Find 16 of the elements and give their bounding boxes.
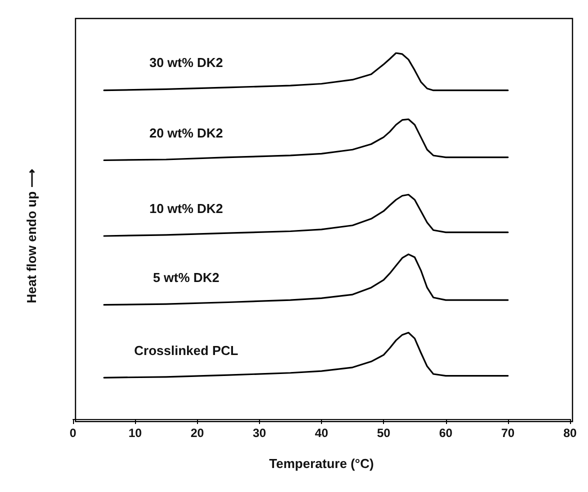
x-tick-label: 40 <box>314 426 328 440</box>
x-tick-label: 60 <box>439 426 453 440</box>
series-label: Crosslinked PCL <box>134 342 238 358</box>
x-tick-label: 50 <box>376 426 391 440</box>
x-tick-label: 80 <box>563 426 577 440</box>
x-tick-label: 10 <box>128 426 142 440</box>
x-axis-title: Temperature (°C) <box>269 456 374 471</box>
x-tick-label: 20 <box>190 426 204 440</box>
series-label: 30 wt% DK2 <box>149 55 224 70</box>
series-label: 20 wt% DK2 <box>149 126 224 141</box>
series-label: 5 wt% DK2 <box>152 270 220 286</box>
x-tick-label: 70 <box>501 426 515 440</box>
x-tick-label: 0 <box>70 426 77 440</box>
series-label: 10 wt% DK2 <box>149 200 224 216</box>
y-axis-title: Heat flow endo up ⟶ <box>24 168 39 304</box>
x-tick-label: 30 <box>252 426 266 440</box>
